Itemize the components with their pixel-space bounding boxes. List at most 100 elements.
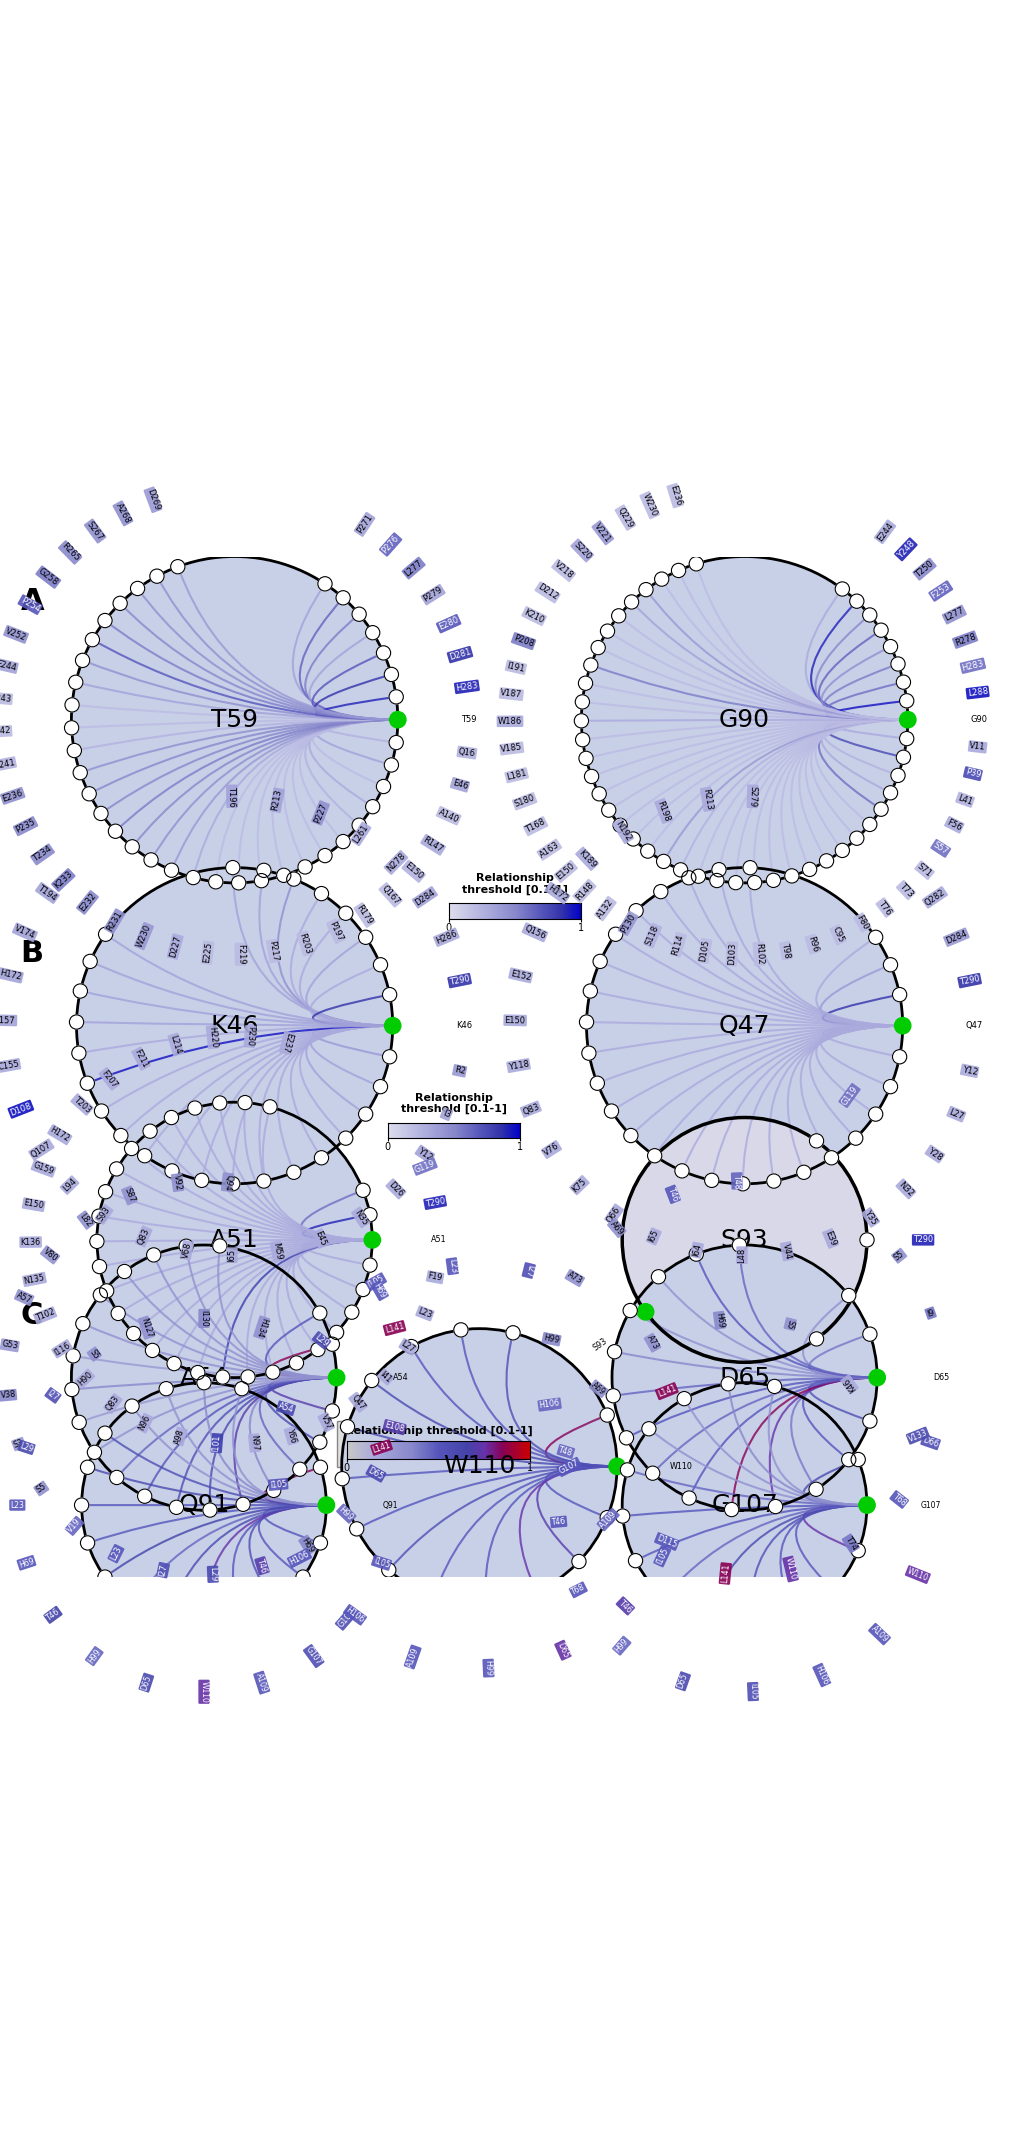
Text: P230: P230 [245, 1026, 255, 1047]
Circle shape [682, 1491, 696, 1506]
Circle shape [671, 563, 685, 578]
Circle shape [75, 653, 90, 668]
Text: L23: L23 [446, 1258, 458, 1273]
Text: R147: R147 [421, 836, 444, 855]
Text: Relationship
threshold [0.1-1]: Relationship threshold [0.1-1] [462, 872, 568, 896]
Circle shape [99, 1184, 113, 1199]
Circle shape [604, 1105, 619, 1118]
Text: I105: I105 [372, 1555, 390, 1570]
Circle shape [179, 1239, 194, 1254]
Text: G107: G107 [557, 1459, 580, 1476]
Text: D65: D65 [366, 1465, 385, 1480]
Text: E152: E152 [508, 968, 531, 981]
Circle shape [809, 1135, 823, 1148]
Circle shape [478, 1598, 492, 1610]
Text: D103: D103 [726, 943, 736, 966]
Circle shape [841, 1453, 855, 1468]
Text: V80: V80 [41, 1246, 59, 1263]
Text: V242: V242 [0, 727, 11, 736]
Text: F211: F211 [132, 1047, 150, 1069]
Text: T46: T46 [256, 1557, 268, 1574]
Circle shape [65, 1382, 79, 1397]
Circle shape [600, 625, 614, 638]
Text: D227: D227 [168, 934, 182, 958]
Circle shape [147, 1248, 161, 1263]
Text: S71: S71 [915, 862, 932, 879]
Text: A54: A54 [277, 1401, 294, 1414]
Circle shape [850, 1544, 864, 1557]
Text: T59: T59 [211, 708, 258, 732]
Text: W110: W110 [443, 1455, 515, 1478]
Text: L141: L141 [383, 1320, 405, 1335]
Circle shape [735, 1177, 749, 1190]
Text: R148: R148 [574, 881, 595, 902]
Text: N278: N278 [384, 851, 407, 875]
Text: T98: T98 [780, 943, 791, 960]
Circle shape [215, 1369, 229, 1384]
Text: C95: C95 [829, 926, 845, 945]
Text: R2: R2 [452, 1064, 466, 1077]
Text: S5: S5 [35, 1482, 48, 1495]
Circle shape [637, 1303, 653, 1320]
Circle shape [234, 1382, 249, 1395]
Circle shape [364, 1374, 378, 1389]
Circle shape [373, 1079, 387, 1094]
Circle shape [599, 1510, 613, 1525]
Text: T74: T74 [842, 1536, 858, 1553]
Text: I105: I105 [654, 1546, 669, 1566]
Text: A109: A109 [405, 1647, 420, 1668]
Text: H106: H106 [813, 1664, 829, 1685]
Circle shape [747, 875, 761, 889]
Circle shape [899, 693, 913, 708]
Circle shape [313, 1436, 327, 1448]
Text: W110: W110 [200, 1681, 208, 1702]
Circle shape [453, 1322, 468, 1337]
Circle shape [611, 608, 626, 623]
Text: H220: H220 [207, 1026, 218, 1047]
Text: E244: E244 [874, 520, 894, 544]
Circle shape [788, 1610, 802, 1623]
Circle shape [159, 1615, 173, 1630]
Circle shape [72, 1414, 87, 1429]
Text: G107: G107 [304, 1645, 323, 1668]
Circle shape [97, 1103, 372, 1378]
Circle shape [150, 570, 164, 582]
Circle shape [728, 875, 742, 889]
Circle shape [835, 843, 849, 857]
Circle shape [583, 983, 597, 998]
Circle shape [623, 1303, 637, 1318]
Circle shape [868, 1107, 882, 1122]
Text: Q282: Q282 [922, 887, 946, 907]
Circle shape [124, 1598, 139, 1610]
Text: N32: N32 [896, 1180, 914, 1199]
Circle shape [619, 1431, 633, 1444]
Text: A109: A109 [254, 1672, 269, 1694]
Circle shape [95, 1105, 109, 1118]
Text: L29: L29 [313, 1333, 330, 1348]
Text: I3: I3 [440, 1109, 451, 1120]
Text: L288: L288 [966, 687, 987, 697]
Circle shape [73, 983, 88, 998]
Circle shape [75, 1316, 90, 1331]
Text: L23: L23 [10, 1502, 24, 1510]
Circle shape [197, 1376, 211, 1391]
Circle shape [93, 1258, 107, 1273]
Text: H99: H99 [542, 1333, 559, 1346]
Circle shape [381, 1563, 395, 1576]
Text: C155: C155 [0, 1060, 20, 1073]
Circle shape [94, 806, 108, 821]
Text: I130: I130 [200, 1310, 208, 1327]
Text: Q47: Q47 [965, 1022, 981, 1030]
Text: Q229: Q229 [615, 506, 635, 529]
Text: K189: K189 [576, 849, 597, 870]
Circle shape [231, 877, 246, 889]
Text: E46: E46 [450, 779, 469, 791]
Circle shape [254, 875, 268, 887]
Text: D281: D281 [447, 646, 472, 661]
Text: I27: I27 [157, 1563, 168, 1576]
Text: A57: A57 [15, 1290, 34, 1305]
Text: C241: C241 [0, 757, 15, 770]
Text: Q47: Q47 [718, 1013, 769, 1037]
Text: T234: T234 [32, 845, 54, 864]
Circle shape [612, 819, 627, 832]
